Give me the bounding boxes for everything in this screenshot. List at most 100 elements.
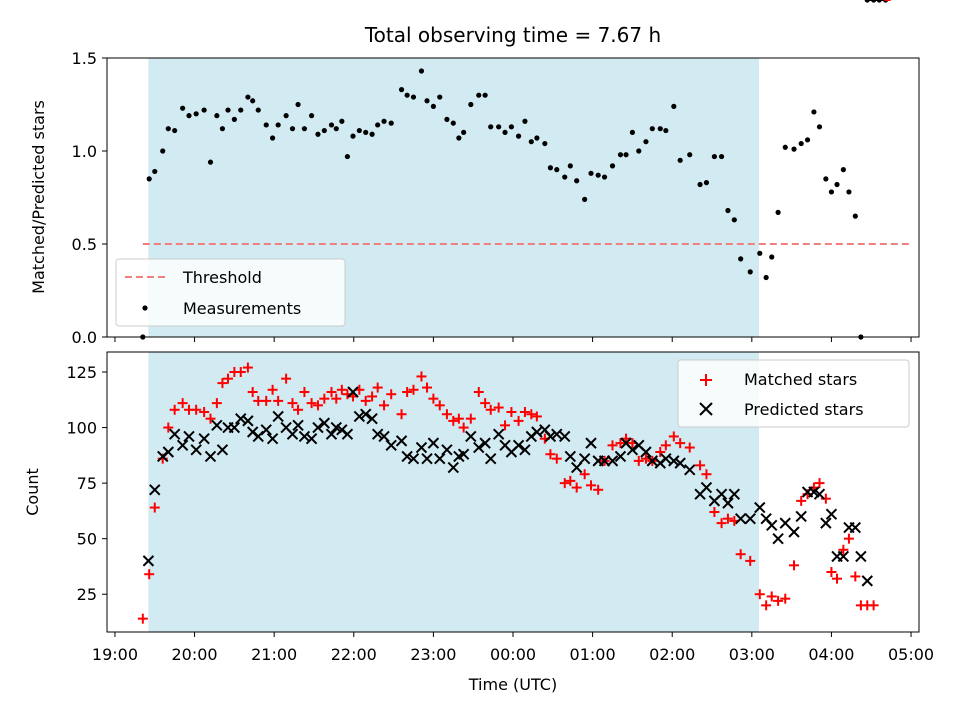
matched-star-point: [273, 395, 284, 406]
predicted-star-point: [266, 432, 279, 445]
predicted-star-stroke-b: [366, 412, 378, 425]
measurement-point: [663, 127, 669, 134]
top-y-tick-label: 0.0: [72, 328, 97, 347]
predicted-star-stroke-b: [744, 512, 756, 525]
matched-star-point: [745, 555, 756, 566]
measurement-point: [816, 124, 823, 130]
predicted-star-stroke-b: [614, 450, 627, 463]
matched-star-point: [367, 391, 378, 402]
predicted-star-stroke-b: [788, 526, 800, 538]
predicted-star-point: [457, 448, 470, 460]
matched-star-point: [211, 398, 222, 409]
predicted-star-point: [228, 421, 241, 434]
measurement-point: [225, 107, 231, 113]
predicted-star-point: [813, 488, 826, 500]
predicted-star-point: [204, 450, 217, 463]
predicted-star-point: [366, 412, 378, 425]
predicted-star-stroke-b: [341, 428, 354, 440]
matched-star-point: [465, 413, 476, 424]
matched-star-point: [761, 600, 772, 611]
predicted-star-point: [149, 484, 161, 496]
top-y-tick-label: 0.5: [72, 235, 97, 254]
matched-star-point: [223, 373, 234, 384]
predicted-star-stroke-b: [473, 441, 485, 454]
predicted-star-point: [684, 464, 696, 476]
measurement-point: [515, 133, 522, 139]
measurement-point: [363, 129, 369, 135]
measurement-point: [214, 113, 220, 119]
measurement-point: [468, 101, 474, 108]
legend-measurements-label: Measurements: [183, 299, 301, 318]
legend-threshold-label: Threshold: [182, 268, 262, 287]
matched-star-point: [360, 395, 371, 406]
predicted-star-point: [190, 444, 202, 456]
matched-star-point: [565, 475, 576, 486]
predicted-star-point: [772, 532, 784, 545]
top-y-tick-label: 1.5: [72, 49, 97, 68]
measurement-point: [649, 126, 655, 132]
measurement-point: [450, 120, 456, 126]
measurement-point: [846, 189, 852, 195]
bottom-observing-window: [148, 352, 759, 632]
predicted-star-point: [216, 444, 229, 456]
predicted-star-point: [492, 428, 505, 440]
predicted-star-point: [531, 426, 543, 438]
measurement-point: [567, 163, 573, 169]
predicted-star-point: [473, 441, 485, 454]
measurement-point: [502, 129, 508, 135]
predicted-star-stroke-b: [760, 512, 772, 525]
matched-star-point: [205, 413, 216, 424]
matched-star-point: [579, 469, 590, 480]
measurement-point: [356, 127, 362, 134]
predicted-star-stroke-b: [198, 432, 210, 445]
predicted-star-point: [378, 430, 390, 443]
matched-star-point: [615, 438, 626, 449]
matched-star-point: [402, 387, 413, 397]
legend-measurements-swatch: [142, 305, 148, 311]
matched-star-point: [796, 495, 807, 506]
predicted-star-stroke-b: [280, 421, 292, 434]
measurement-point: [333, 126, 339, 132]
predicted-star-point: [421, 452, 433, 465]
matched-star-point: [149, 502, 160, 513]
predicted-star-point: [606, 455, 619, 467]
matched-star-point: [247, 387, 258, 397]
measurement-point: [231, 116, 237, 122]
x-tick-label: 22:00: [331, 645, 377, 664]
predicted-star-stroke-b: [168, 428, 181, 440]
matched-star-point: [306, 398, 317, 409]
measurement-point: [609, 163, 616, 169]
predicted-star-stroke-b: [795, 510, 807, 523]
predicted-star-stroke-b: [149, 484, 161, 496]
measurement-point: [782, 144, 788, 150]
predicted-star-stroke-b: [485, 452, 497, 465]
measurement-point: [339, 118, 345, 124]
measurement-point: [623, 152, 629, 158]
measurement-point: [840, 167, 846, 173]
measurement-point: [811, 109, 817, 115]
measurement-point: [731, 217, 737, 223]
predicted-star-point: [353, 410, 366, 423]
matched-star-point: [163, 422, 174, 433]
predicted-star-point: [305, 432, 318, 445]
matched-star-point: [422, 382, 433, 393]
matched-star-point: [191, 404, 202, 415]
bottom-legend: Matched stars Predicted stars: [677, 359, 910, 428]
predicted-star-point: [734, 512, 747, 525]
top-legend-box: [115, 258, 346, 327]
predicted-star-stroke-b: [421, 452, 433, 465]
measurement-point: [595, 172, 601, 178]
matched-star-point: [336, 384, 347, 395]
matched-star-point: [684, 442, 695, 453]
predicted-star-stroke-b: [570, 461, 583, 474]
matched-star-point: [293, 404, 304, 415]
measurement-point: [152, 168, 158, 175]
predicted-star-point: [660, 452, 672, 465]
matched-star-point: [773, 595, 784, 606]
predicted-star-stroke-b: [861, 575, 873, 587]
measurement-point: [172, 127, 178, 134]
predicted-star-stroke-b: [640, 446, 652, 458]
predicted-star-point: [260, 424, 272, 436]
matched-star-point: [396, 409, 407, 420]
predicted-star-point: [312, 421, 324, 434]
